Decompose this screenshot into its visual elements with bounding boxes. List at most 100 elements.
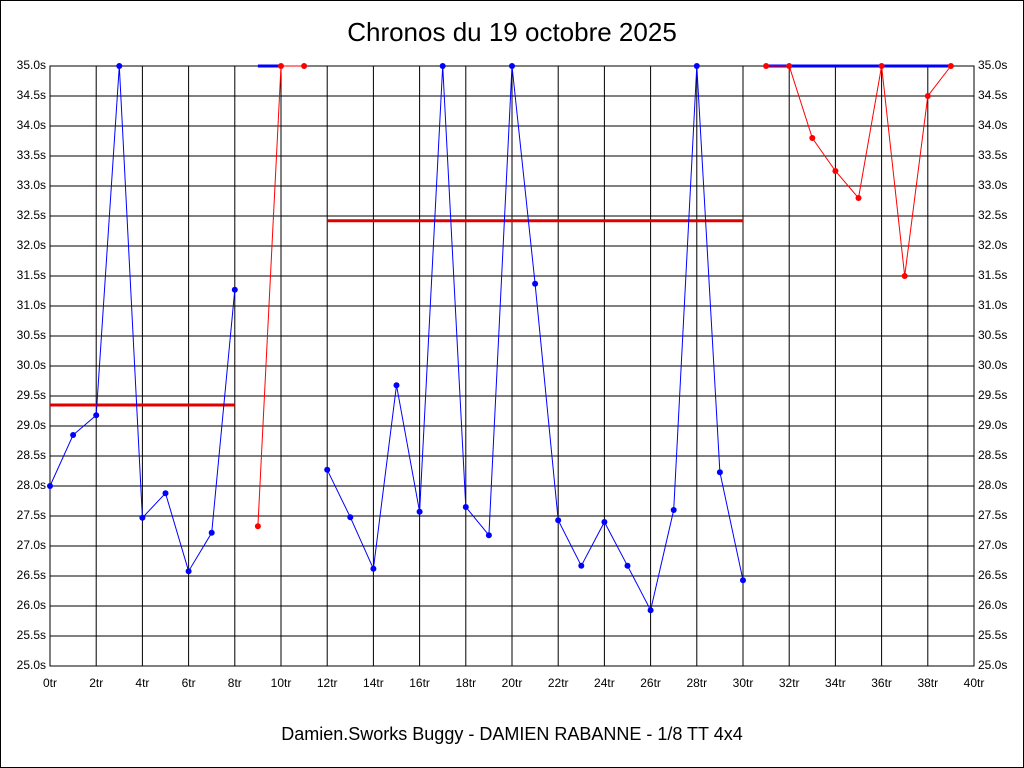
point bbox=[947, 63, 954, 69]
point bbox=[555, 517, 562, 524]
x-tick-label: 0tr bbox=[43, 676, 57, 690]
y2-tick-label: 31.0s bbox=[978, 298, 1007, 312]
x-tick-label: 8tr bbox=[228, 676, 242, 690]
x-tick-label: 4tr bbox=[135, 676, 149, 690]
y-tick-label: 26.5s bbox=[17, 568, 46, 582]
point bbox=[139, 514, 146, 521]
point bbox=[393, 382, 400, 389]
y2-tick-label: 28.5s bbox=[978, 448, 1007, 462]
y-tick-label: 29.5s bbox=[17, 388, 46, 402]
y-tick-label: 27.5s bbox=[17, 508, 46, 522]
y2-tick-label: 27.5s bbox=[978, 508, 1007, 522]
x-tick-label: 12tr bbox=[317, 676, 338, 690]
point bbox=[70, 432, 77, 438]
x-tick-label: 22tr bbox=[548, 676, 569, 690]
y-tick-label: 34.5s bbox=[17, 88, 46, 102]
y2-tick-label: 33.0s bbox=[978, 178, 1007, 192]
x-tick-label: 18tr bbox=[455, 676, 476, 690]
point bbox=[809, 135, 816, 141]
point bbox=[370, 565, 377, 572]
point bbox=[716, 469, 723, 476]
x-tick-label: 34tr bbox=[825, 676, 846, 690]
point bbox=[693, 63, 700, 69]
y2-tick-label: 25.0s bbox=[978, 658, 1007, 672]
y2-tick-label: 32.5s bbox=[978, 208, 1007, 222]
y-tick-label: 34.0s bbox=[17, 118, 46, 132]
x-tick-label: 14tr bbox=[363, 676, 384, 690]
point bbox=[301, 63, 308, 69]
x-tick-label: 6tr bbox=[182, 676, 196, 690]
point bbox=[532, 280, 539, 287]
y-tick-label: 33.5s bbox=[17, 148, 46, 162]
y2-tick-label: 30.5s bbox=[978, 328, 1007, 342]
point bbox=[832, 168, 839, 174]
y-tick-label: 28.5s bbox=[17, 448, 46, 462]
x-tick-label: 38tr bbox=[917, 676, 938, 690]
y2-tick-label: 34.5s bbox=[978, 88, 1007, 102]
point bbox=[647, 607, 654, 614]
point bbox=[185, 568, 192, 575]
y-tick-label: 27.0s bbox=[17, 538, 46, 552]
chart-title: Chronos du 19 octobre 2025 bbox=[347, 17, 677, 47]
y-tick-label: 33.0s bbox=[17, 178, 46, 192]
x-tick-label: 16tr bbox=[409, 676, 430, 690]
x-tick-label: 2tr bbox=[89, 676, 103, 690]
y2-tick-label: 29.0s bbox=[978, 418, 1007, 432]
y-tick-label: 31.0s bbox=[17, 298, 46, 312]
y2-tick-label: 26.5s bbox=[978, 568, 1007, 582]
point bbox=[47, 483, 53, 489]
point bbox=[116, 63, 123, 69]
y-tick-label: 26.0s bbox=[17, 598, 46, 612]
y2-tick-label: 34.0s bbox=[978, 118, 1007, 132]
point bbox=[509, 63, 515, 69]
y-tick-label: 35.0s bbox=[17, 58, 46, 72]
y-tick-label: 32.5s bbox=[17, 208, 46, 222]
y-tick-label: 31.5s bbox=[17, 268, 46, 282]
x-tick-label: 28tr bbox=[686, 676, 707, 690]
y-tick-label: 29.0s bbox=[17, 418, 46, 432]
point bbox=[901, 273, 908, 279]
x-tick-label: 32tr bbox=[779, 676, 800, 690]
point bbox=[254, 523, 261, 530]
y-tick-label: 30.5s bbox=[17, 328, 46, 342]
y2-tick-label: 25.5s bbox=[978, 628, 1007, 642]
y2-tick-label: 29.5s bbox=[978, 388, 1007, 402]
x-tick-label: 24tr bbox=[594, 676, 615, 690]
point bbox=[324, 466, 331, 473]
point bbox=[578, 562, 585, 569]
point bbox=[93, 412, 100, 419]
x-tick-label: 30tr bbox=[733, 676, 754, 690]
point bbox=[162, 490, 169, 497]
y-tick-label: 32.0s bbox=[17, 238, 46, 252]
y2-tick-label: 26.0s bbox=[978, 598, 1007, 612]
y2-tick-label: 27.0s bbox=[978, 538, 1007, 552]
point bbox=[624, 562, 631, 569]
x-tick-label: 36tr bbox=[871, 676, 892, 690]
y2-tick-label: 33.5s bbox=[978, 148, 1007, 162]
point bbox=[924, 93, 931, 99]
point bbox=[855, 195, 862, 201]
x-tick-label: 10tr bbox=[271, 676, 292, 690]
point bbox=[439, 63, 446, 69]
x-tick-label: 20tr bbox=[502, 676, 523, 690]
point bbox=[347, 514, 354, 521]
point bbox=[786, 63, 793, 69]
point bbox=[278, 63, 284, 69]
y2-tick-label: 35.0s bbox=[978, 58, 1007, 72]
point bbox=[878, 63, 885, 69]
point bbox=[763, 63, 770, 69]
y-tick-label: 30.0s bbox=[17, 358, 46, 372]
point bbox=[231, 286, 238, 293]
y2-tick-label: 28.0s bbox=[978, 478, 1007, 492]
y2-tick-label: 30.0s bbox=[978, 358, 1007, 372]
y2-tick-label: 32.0s bbox=[978, 238, 1007, 252]
point bbox=[208, 529, 215, 536]
y-tick-label: 25.0s bbox=[17, 658, 46, 672]
y-tick-label: 28.0s bbox=[17, 478, 46, 492]
y2-tick-label: 31.5s bbox=[978, 268, 1007, 282]
y-tick-label: 25.5s bbox=[17, 628, 46, 642]
point bbox=[485, 532, 492, 539]
chart-subtitle: Damien.Sworks Buggy - DAMIEN RABANNE - 1… bbox=[281, 724, 742, 744]
point bbox=[601, 519, 608, 525]
